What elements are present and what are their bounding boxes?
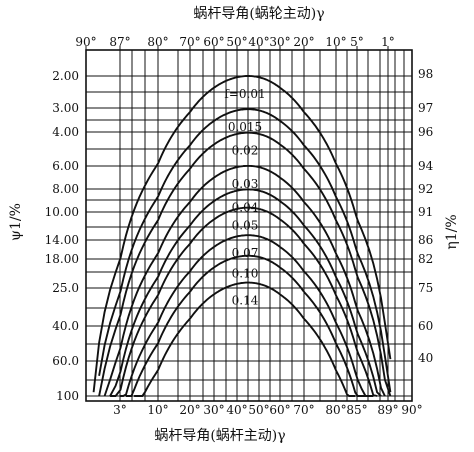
bottom-tick-label: 85° xyxy=(346,403,367,417)
top-tick-label: 87° xyxy=(109,35,130,49)
left-tick-label: 18.00 xyxy=(45,252,79,266)
left-tick-label: 4.00 xyxy=(52,125,79,139)
right-tick-label: 60 xyxy=(418,319,433,333)
bottom-tick-label: 50° xyxy=(248,403,269,417)
curve-labels: f=0.01 0.015 0.02 0.03 0.04 0.05 0.07 0.10 0.14 xyxy=(224,87,265,308)
series-label: 0.10 xyxy=(232,267,259,281)
series-label: 0.02 xyxy=(232,144,259,158)
bottom-tick-label: 10° xyxy=(147,403,168,417)
left-tick-label: 6.00 xyxy=(52,159,79,173)
bottom-tick-label: 70° xyxy=(293,403,314,417)
left-tick-label: 25.0 xyxy=(52,281,79,295)
bottom-tick-label: 40° xyxy=(226,403,247,417)
series-curve xyxy=(134,281,356,397)
right-tick-label: 40 xyxy=(418,351,433,365)
right-tick-label: 91 xyxy=(418,205,433,219)
top-tick-label: 60° xyxy=(203,35,224,49)
right-tick-label: 82 xyxy=(418,252,433,266)
top-tick-label: 80° xyxy=(147,35,168,49)
right-tick-label: 96 xyxy=(418,125,433,139)
tick-labels: 90° 87° 80° 70° 60° 50° 40° 30° 20° 10° 5° 1°3° 10° 2… xyxy=(45,35,434,417)
right-tick-label: 92 xyxy=(418,182,433,196)
bottom-tick-label: 20° xyxy=(179,403,200,417)
top-tick-label: 20° xyxy=(293,35,314,49)
top-tick-label: 50° xyxy=(226,35,247,49)
right-tick-label: 98 xyxy=(418,67,433,81)
series-curve xyxy=(109,188,382,397)
top-axis-title: 蜗杆导角(蜗轮主动)γ xyxy=(193,6,324,22)
top-tick-label: 1° xyxy=(381,35,395,49)
plot-frame xyxy=(85,49,413,402)
efficiency-curves xyxy=(92,75,392,397)
left-tick-label: 100 xyxy=(56,389,79,403)
top-tick-label: 5° xyxy=(350,35,364,49)
series-curve xyxy=(120,234,374,397)
series-curve xyxy=(92,75,392,393)
series-curve xyxy=(98,108,392,393)
right-tick-label: 97 xyxy=(418,101,433,115)
top-tick-label: 10° xyxy=(325,35,346,49)
left-tick-label: 2.00 xyxy=(52,69,79,83)
series-label: 0.03 xyxy=(232,177,259,191)
series-label: 0.04 xyxy=(232,200,259,214)
left-tick-label: 14.00 xyxy=(45,233,79,247)
bottom-tick-label: 3° xyxy=(113,403,127,417)
left-axis-title: ψ1/% xyxy=(8,203,24,241)
right-tick-label: 75 xyxy=(418,281,433,295)
left-tick-label: 3.00 xyxy=(52,101,79,115)
top-tick-label: 30° xyxy=(269,35,290,49)
right-tick-label: 94 xyxy=(418,159,434,173)
bottom-tick-label: 90° xyxy=(401,403,422,417)
top-tick-label: 90° xyxy=(75,35,96,49)
series-label: f=0.01 xyxy=(224,87,265,101)
left-tick-label: 10.00 xyxy=(45,205,79,219)
top-tick-label: 70° xyxy=(179,35,200,49)
bottom-tick-label: 89° xyxy=(377,403,398,417)
series-label: 0.05 xyxy=(232,219,259,233)
series-curve xyxy=(126,254,366,397)
left-tick-label: 8.00 xyxy=(52,182,79,196)
bottom-tick-label: 60° xyxy=(269,403,290,417)
left-tick-label: 60.0 xyxy=(52,354,79,368)
series-label: 0.07 xyxy=(232,246,259,260)
series-label: 0.14 xyxy=(232,294,259,308)
bottom-axis-title: 蜗杆导角(蜗杆主动)γ xyxy=(154,428,285,444)
bottom-tick-label: 80° xyxy=(325,403,346,417)
left-tick-label: 40.0 xyxy=(52,319,79,333)
bottom-tick-label: 30° xyxy=(203,403,224,417)
right-tick-label: 86 xyxy=(418,233,433,247)
series-curve xyxy=(103,164,386,397)
series-label: 0.015 xyxy=(228,120,262,134)
series-curve xyxy=(110,206,378,397)
series-curve xyxy=(98,131,392,397)
top-tick-label: 40° xyxy=(248,35,269,49)
right-axis-title: η1/% xyxy=(444,214,460,249)
